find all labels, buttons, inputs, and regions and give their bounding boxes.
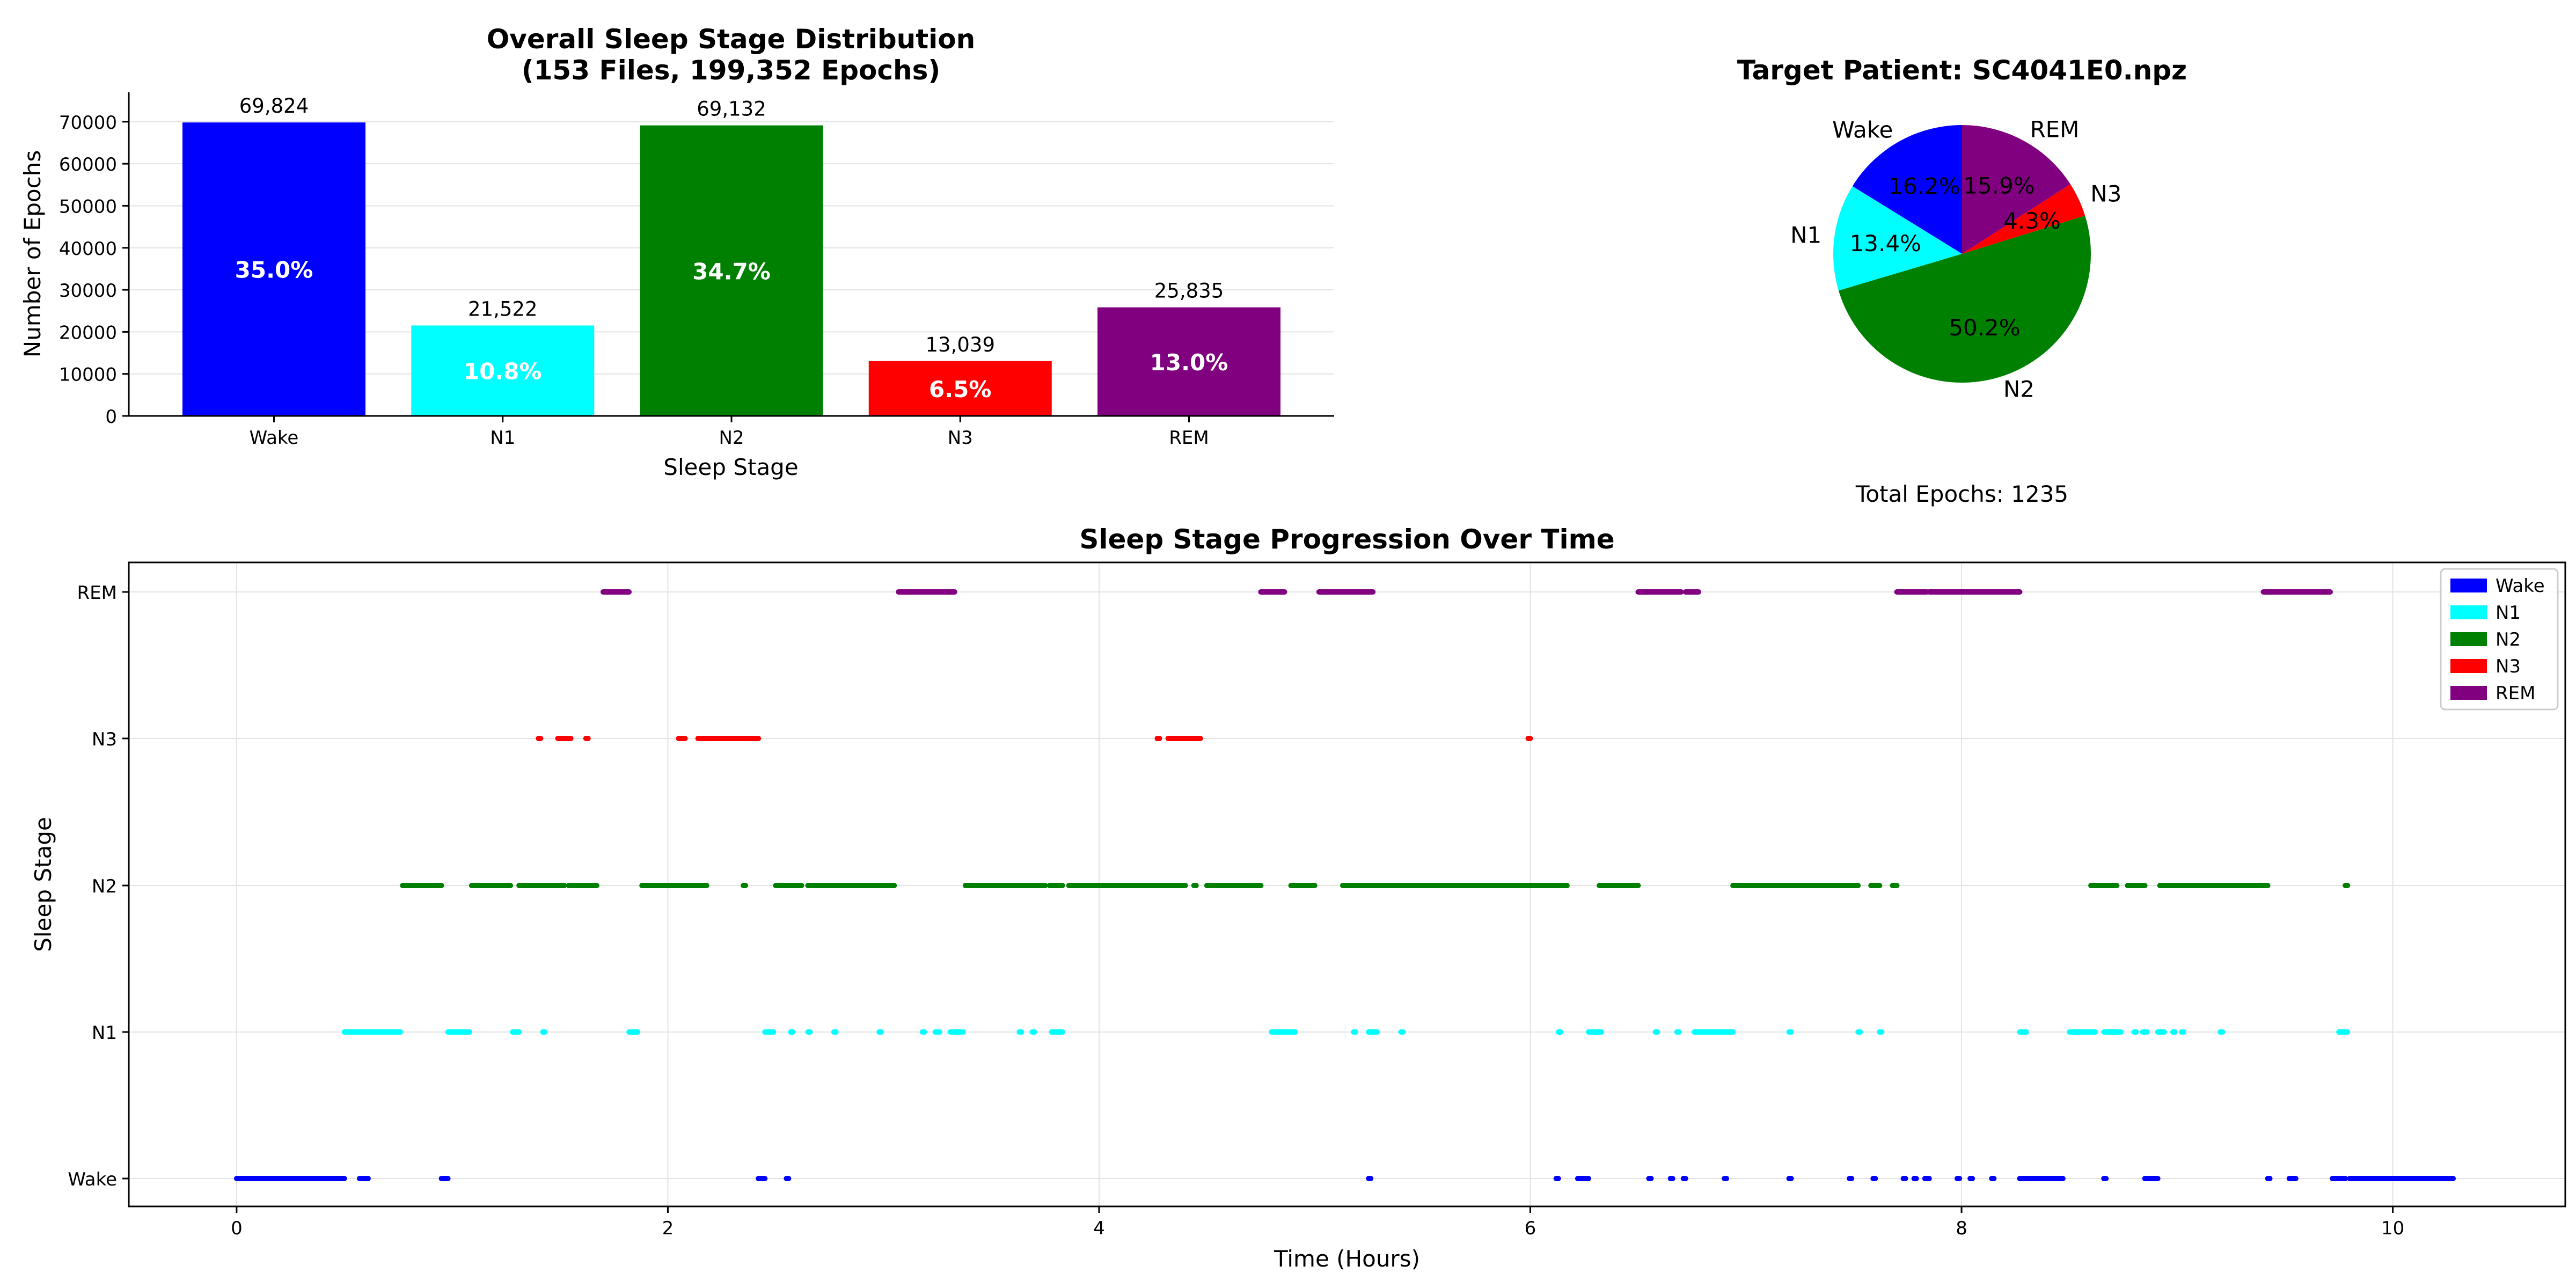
bar-chart-x-ticks: Wake N1 N2 N3 REM <box>250 416 1209 449</box>
bar-xtick-label: N2 <box>719 427 744 449</box>
timeline-xtick-label: 10 <box>2381 1218 2404 1239</box>
bar-chart-xlabel: Sleep Stage <box>663 454 798 480</box>
pie-chart-title: Target Patient: SC4041E0.npz <box>1737 55 2187 86</box>
bar-ytick-label: 70000 <box>59 112 117 134</box>
pie-label: N2 <box>2003 376 2035 402</box>
timeline-xtick-label: 4 <box>1093 1218 1105 1239</box>
pie-percent-label: 16.2% <box>1889 173 1960 199</box>
bar-rem <box>1097 307 1280 416</box>
timeline-ytick-label: N2 <box>92 876 117 897</box>
bar-chart-bars <box>182 122 1280 416</box>
bar-chart-y-ticks: 0 10000 20000 30000 40000 50000 60000 70000 <box>59 112 129 428</box>
timeline-ytick-label: N1 <box>92 1022 117 1044</box>
bar-chart: Overall Sleep Stage Distribution (153 Fi… <box>19 24 1334 480</box>
bar-chart-ylabel: Number of Epochs <box>19 150 46 357</box>
timeline-chart-x-ticks: 0 2 4 6 8 10 <box>231 1206 2404 1239</box>
legend-label: N2 <box>2496 629 2521 650</box>
pie-percent-label: 15.9% <box>1963 173 2035 199</box>
timeline-chart: Sleep Stage Progression Over Time 0 2 4 6 8 1… <box>30 524 2566 1272</box>
bar-ytick-label: 60000 <box>59 154 117 175</box>
bar-value-label: 69,132 <box>697 98 766 121</box>
timeline-chart-frame <box>128 561 2566 1208</box>
bar-value-label: 69,824 <box>239 94 309 118</box>
bar-percent-label: 6.5% <box>929 376 991 402</box>
bar-xtick-label: N1 <box>490 427 515 449</box>
pie-slice-wake <box>1852 125 1962 254</box>
pie-chart-slices <box>1833 125 2091 383</box>
pie-chart-footer: Total Epochs: 1235 <box>1855 481 2068 507</box>
legend-label: Wake <box>2496 575 2545 597</box>
bar-chart-labels: 69,824 35.0% 21,522 10.8% 69,132 34.7% 13,039 6… <box>235 94 1228 402</box>
legend-swatch-wake <box>2450 579 2487 592</box>
pie-percent-label: 50.2% <box>1949 314 2020 341</box>
bar-ytick-label: 10000 <box>59 364 117 386</box>
pie-label: Wake <box>1832 116 1893 143</box>
timeline-ytick-label: Wake <box>68 1169 117 1190</box>
bar-ytick-label: 40000 <box>59 238 117 260</box>
bar-n1 <box>411 325 595 416</box>
bar-wake <box>182 122 365 416</box>
bar-ytick-label: 0 <box>105 406 117 428</box>
bar-percent-label: 10.8% <box>464 358 542 385</box>
bar-ytick-label: 20000 <box>59 322 117 343</box>
pie-slice-rem <box>1962 125 2070 254</box>
timeline-chart-y-ticks: Wake N1 N2 N3 REM <box>68 582 129 1190</box>
timeline-xtick-label: 0 <box>231 1218 243 1239</box>
bar-chart-title-line1: Overall Sleep Stage Distribution <box>487 24 976 55</box>
legend-swatch-n3 <box>2450 659 2487 673</box>
timeline-chart-ylabel: Sleep Stage <box>30 817 56 952</box>
timeline-xtick-label: 8 <box>1956 1218 1967 1239</box>
bar-value-label: 13,039 <box>926 333 995 356</box>
pie-slice-n2 <box>1838 215 2091 383</box>
pie-chart: Target Patient: SC4041E0.npz Wake 16.2% N1… <box>1737 55 2187 507</box>
bar-xtick-label: N3 <box>948 427 973 449</box>
timeline-ytick-label: N3 <box>92 729 117 750</box>
bar-value-label: 21,522 <box>468 297 537 320</box>
legend-box <box>2440 568 2559 711</box>
pie-slice-n3 <box>1962 184 2085 254</box>
bar-value-label: 25,835 <box>1154 280 1224 303</box>
timeline-chart-xlabel: Time (Hours) <box>1274 1246 1420 1272</box>
timeline-chart-title: Sleep Stage Progression Over Time <box>1079 524 1614 555</box>
pie-percent-label: 13.4% <box>1850 230 1921 257</box>
legend-label: REM <box>2496 683 2535 704</box>
bar-ytick-label: 50000 <box>59 196 117 217</box>
pie-label: REM <box>2030 116 2079 142</box>
bar-xtick-label: Wake <box>250 427 299 449</box>
legend-label: N1 <box>2496 602 2521 624</box>
pie-label: N3 <box>2090 180 2121 207</box>
timeline-chart-legend: Wake N1 N2 N3 REM <box>2440 568 2559 711</box>
pie-percent-label: 4.3% <box>2003 208 2061 234</box>
pie-label: N1 <box>1790 222 1821 248</box>
timeline-ytick-label: REM <box>77 582 117 604</box>
legend-swatch-rem <box>2450 686 2487 700</box>
pie-chart-labels: Wake 16.2% N1 13.4% N2 50.2% N3 4.3% REM 15.9% <box>1790 116 2121 402</box>
bar-percent-label: 13.0% <box>1150 349 1228 376</box>
legend-swatch-n1 <box>2450 605 2487 619</box>
bar-chart-title-line2: (153 Files, 199,352 Epochs) <box>522 55 940 86</box>
pie-slice-n1 <box>1833 186 1962 291</box>
bar-percent-label: 35.0% <box>235 257 313 283</box>
timeline-xtick-label: 2 <box>662 1218 674 1239</box>
bar-ytick-label: 30000 <box>59 280 117 302</box>
bar-n3 <box>868 361 1052 416</box>
timeline-chart-points <box>233 589 2456 1181</box>
timeline-xtick-label: 6 <box>1525 1218 1536 1239</box>
legend-swatch-n2 <box>2450 632 2487 646</box>
legend-label: N3 <box>2496 656 2521 677</box>
bar-n2 <box>640 125 823 416</box>
bar-xtick-label: REM <box>1169 427 1209 449</box>
bar-percent-label: 34.7% <box>692 258 771 284</box>
